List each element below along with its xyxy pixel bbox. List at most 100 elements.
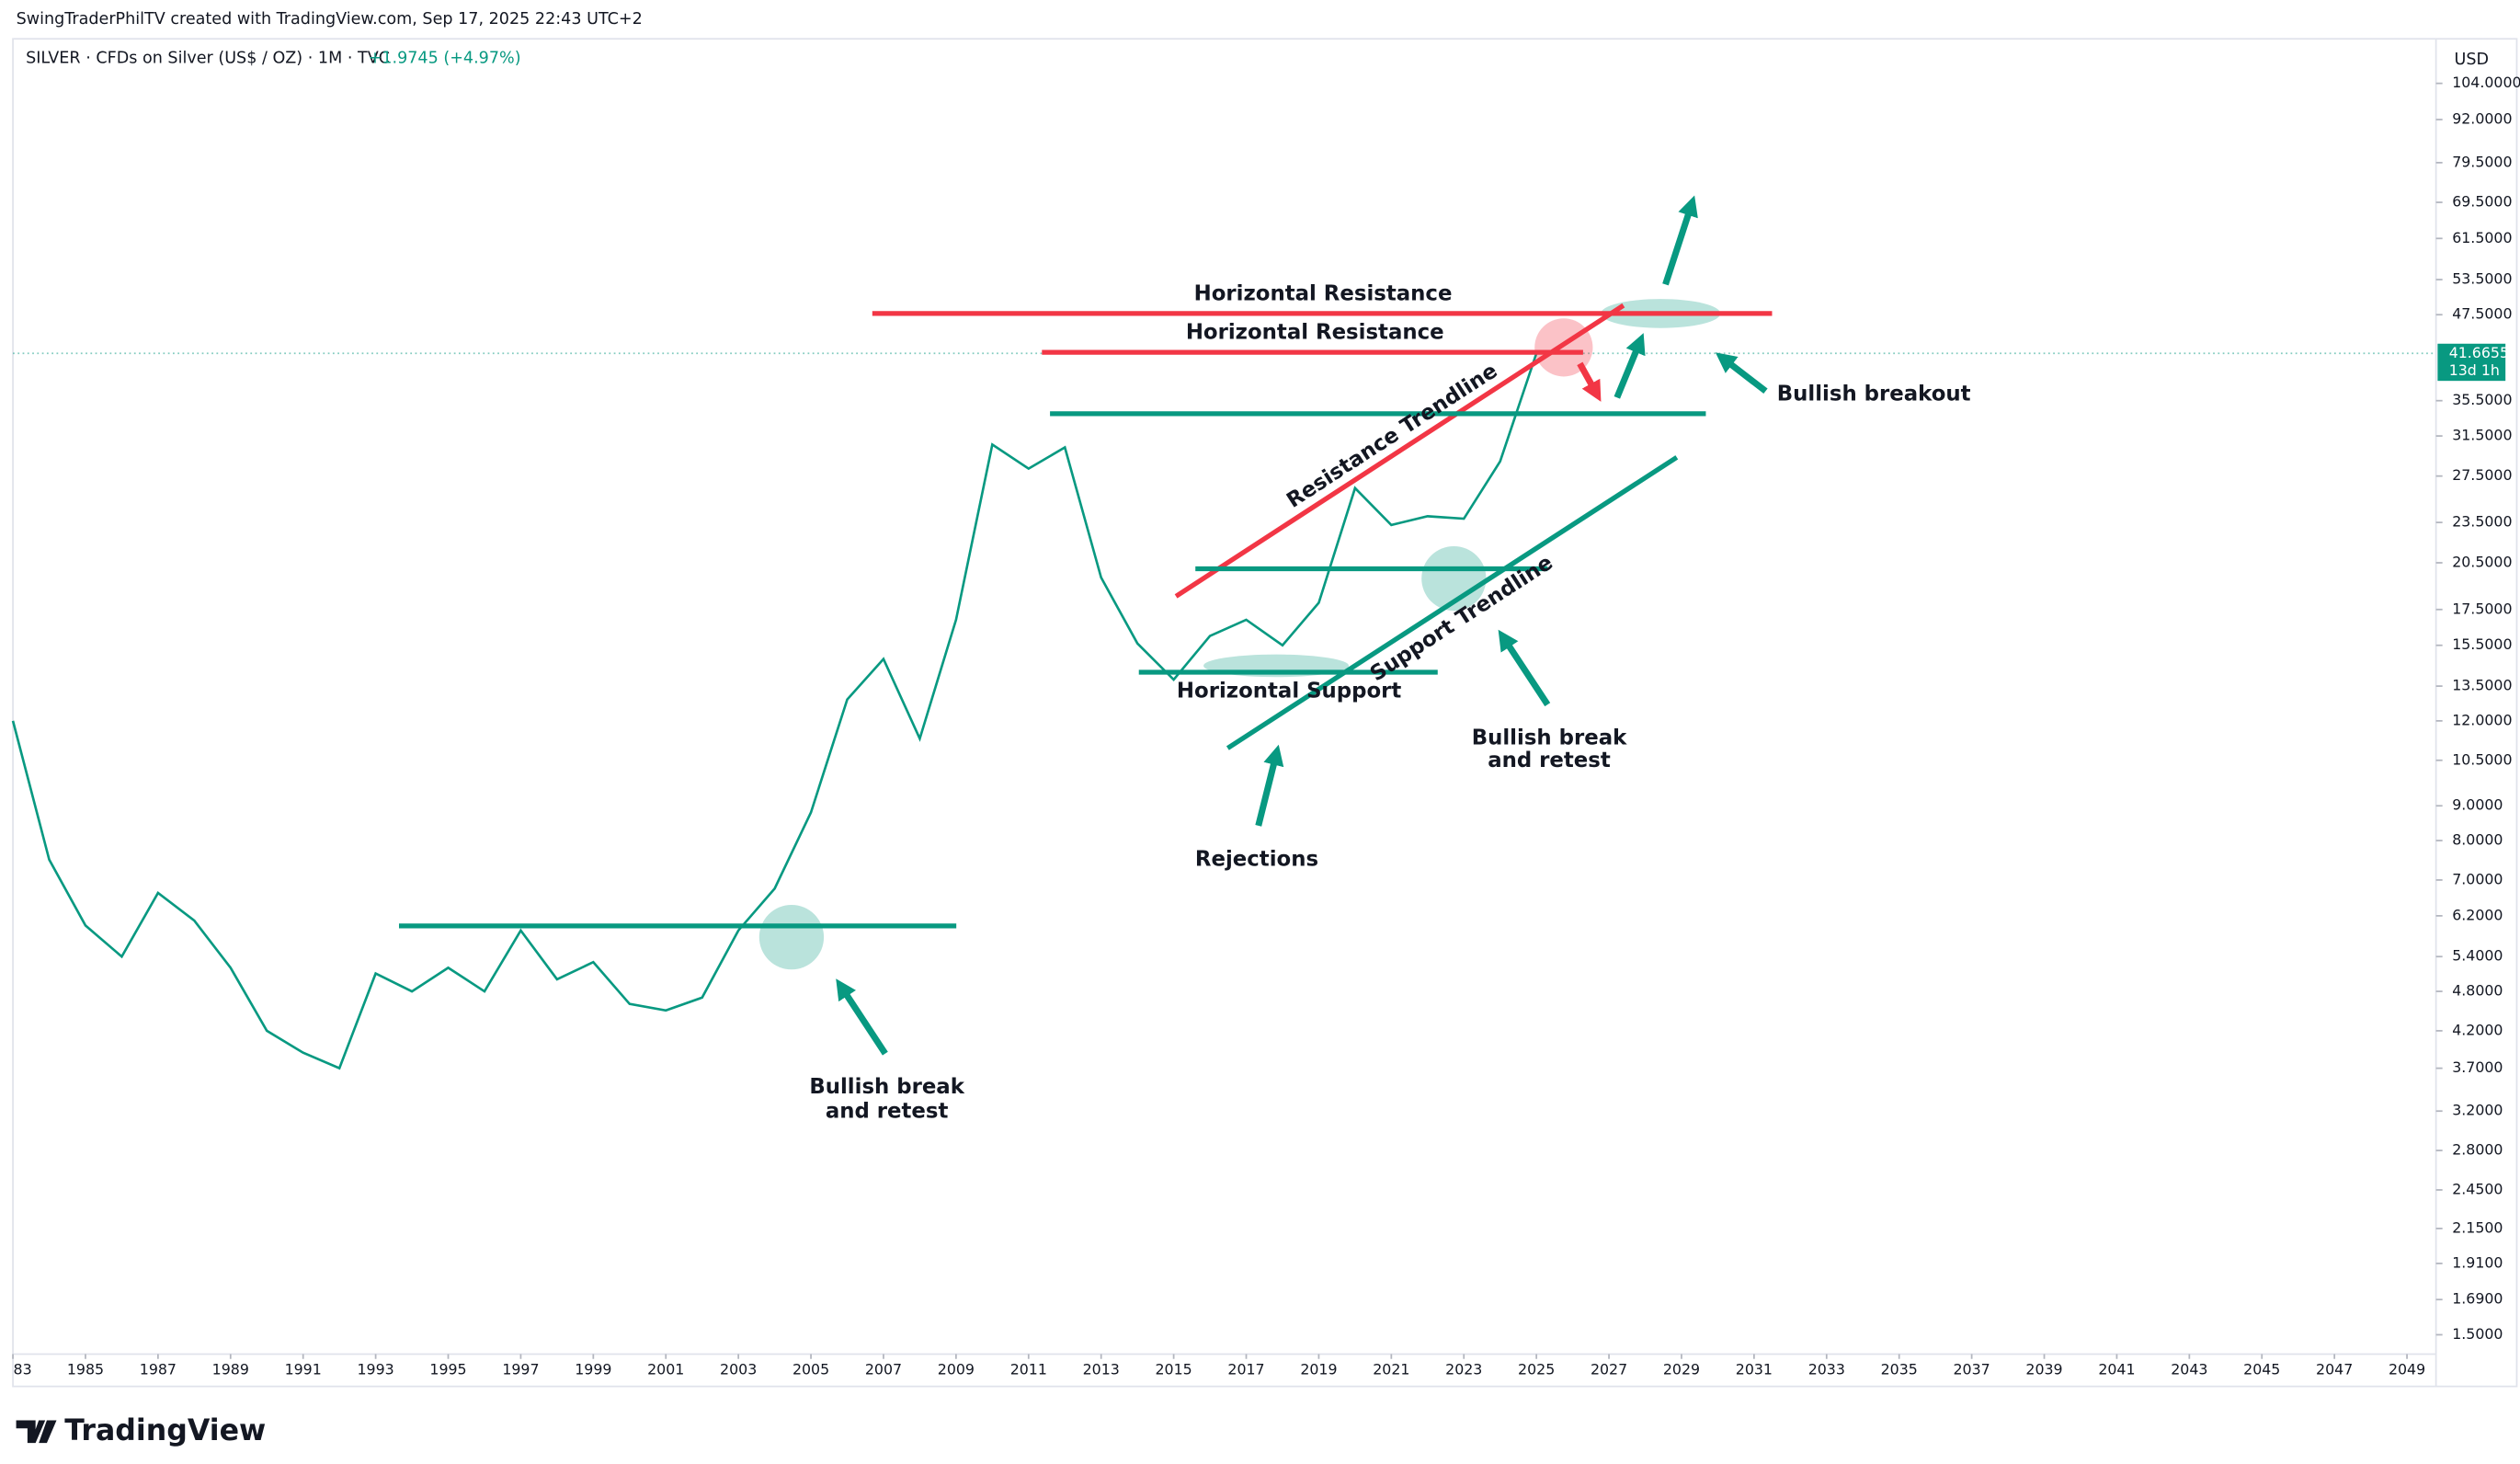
x-tick-label: 1993	[358, 1361, 394, 1378]
x-tick-label: 1987	[140, 1361, 177, 1378]
x-tick-label: 2039	[2025, 1361, 2062, 1378]
x-tick-label: 2045	[2243, 1361, 2280, 1378]
x-tick-label: 1991	[285, 1361, 322, 1378]
y-tick-label: 53.5000	[2452, 270, 2512, 288]
x-tick-label: 2043	[2171, 1361, 2207, 1378]
x-tick-label: 2005	[792, 1361, 829, 1378]
x-tick-label: 2027	[1591, 1361, 1627, 1378]
brand: TradingView	[64, 1414, 266, 1447]
y-tick-label: 104.0000	[2452, 74, 2520, 91]
x-tick-label: 1999	[575, 1361, 611, 1378]
last-price-box	[2437, 343, 2506, 382]
y-tick-label: 31.5000	[2452, 427, 2512, 444]
y-tick-label: 6.2000	[2452, 906, 2503, 923]
retest-zone	[1421, 545, 1487, 612]
y-tick-label: 17.5000	[2452, 600, 2512, 617]
y-tick-label: 13.5000	[2452, 677, 2512, 694]
y-tick-label: 4.8000	[2452, 982, 2503, 1000]
x-tick-label: 2041	[2098, 1361, 2135, 1378]
annotation: Bullish break	[809, 1075, 964, 1099]
x-tick-label: 2049	[2389, 1361, 2425, 1378]
annotation: Bullish breakout	[1777, 382, 1971, 406]
y-tick-label: 3.2000	[2452, 1102, 2503, 1119]
arrow	[1662, 195, 1698, 286]
support-trendline	[1226, 455, 1679, 750]
y-tick-label: 7.0000	[2452, 870, 2503, 887]
y-tick-label: 1.9100	[2452, 1253, 2503, 1271]
x-tick-label: 1995	[429, 1361, 466, 1378]
countdown: 13d 1h	[2449, 361, 2500, 379]
brand-logo	[16, 1420, 57, 1444]
y-tick-label: 79.5000	[2452, 153, 2512, 170]
y-tick-label: 2.4500	[2452, 1180, 2503, 1197]
y-tick-label: 23.5000	[2452, 513, 2512, 531]
arrow	[1255, 744, 1284, 827]
frame	[12, 38, 2518, 1388]
x-tick-label: 2003	[720, 1361, 757, 1378]
annotation: Bullish break	[1472, 726, 1627, 750]
drawings	[398, 195, 1773, 1056]
arrow	[836, 978, 888, 1056]
y-tick-label: 4.2000	[2452, 1021, 2503, 1038]
annotation: Horizontal Support	[1177, 680, 1401, 703]
y-tick-label: 10.5000	[2452, 750, 2512, 768]
x-tick-label: 2001	[647, 1361, 684, 1378]
x-tick-label: 2011	[1010, 1361, 1047, 1378]
x-tick-label: 2047	[2316, 1361, 2353, 1378]
y-tick-label: 20.5000	[2452, 553, 2512, 570]
currency: USD	[2455, 51, 2490, 69]
annotation: and retest	[1488, 749, 1611, 772]
symbol: SILVER · CFDs on Silver (US$ / OZ) · 1M …	[26, 49, 390, 67]
x-tick-label: 2017	[1227, 1361, 1264, 1378]
x-tick-label: 2031	[1736, 1361, 1773, 1378]
annotations: Horizontal Resistance Horizontal Resista…	[809, 281, 1970, 1123]
y-tick-label: 1.5000	[2452, 1325, 2503, 1343]
x-tick-label: 2009	[938, 1361, 975, 1378]
credit: SwingTraderPhilTV created with TradingVi…	[17, 10, 643, 29]
annotation: Horizontal Resistance	[1194, 281, 1453, 305]
y-tick-label: 15.5000	[2452, 635, 2512, 653]
x-tick-label: 2029	[1663, 1361, 1700, 1378]
x-tick-label: 2035	[1881, 1361, 1918, 1378]
y-tick-label: 9.0000	[2452, 796, 2503, 814]
retest-zone	[758, 905, 825, 970]
change: +1.9745 (+4.97%)	[369, 49, 521, 67]
x-tick-label: 1997	[502, 1361, 539, 1378]
x-tick-label: 2007	[865, 1361, 902, 1378]
arrow	[1613, 333, 1646, 399]
x-tick-label: 2019	[1300, 1361, 1337, 1378]
arrow	[1498, 629, 1551, 707]
annotation: Resistance Trendline	[1283, 359, 1501, 512]
x-tick-label: 2015	[1156, 1361, 1192, 1378]
x-tick-label: 2033	[1808, 1361, 1845, 1378]
x-tick-label: 2013	[1083, 1361, 1120, 1378]
arrow	[1577, 361, 1602, 402]
x-tick-label: 2023	[1445, 1361, 1482, 1378]
last-price-label: 41.6655	[2449, 344, 2509, 361]
resistance-trendline	[1174, 303, 1625, 599]
y-tick-label: 2.8000	[2452, 1141, 2503, 1159]
y-tick-label: 47.5000	[2452, 305, 2512, 323]
y-tick-label: 92.0000	[2452, 110, 2512, 128]
y-tick-label: 8.0000	[2452, 831, 2503, 849]
x-tick-label: 2037	[1954, 1361, 1990, 1378]
y-tick-label: 35.5000	[2452, 391, 2512, 408]
arrow	[1715, 352, 1768, 395]
price-line	[11, 352, 1538, 1070]
x-tick-label: 1985	[67, 1361, 104, 1378]
plot-area	[11, 352, 2436, 1070]
y-tick-label: 2.1500	[2452, 1218, 2503, 1236]
y-tick-label: 27.5000	[2452, 466, 2512, 484]
x-tick-label: 2025	[1518, 1361, 1555, 1378]
y-tick-label: 69.5000	[2452, 193, 2512, 211]
y-tick-label: 3.7000	[2452, 1058, 2503, 1076]
x-tick-label: 83	[14, 1361, 32, 1378]
y-tick-label: 5.4000	[2452, 947, 2503, 965]
x-tick-label: 1989	[212, 1361, 249, 1378]
y-tick-label: 12.0000	[2452, 711, 2512, 728]
y-tick-label: 61.5000	[2452, 229, 2512, 246]
x-tick-label: 2021	[1373, 1361, 1409, 1378]
annotation: Horizontal Resistance	[1186, 321, 1444, 345]
annotation: Rejections	[1195, 847, 1318, 871]
